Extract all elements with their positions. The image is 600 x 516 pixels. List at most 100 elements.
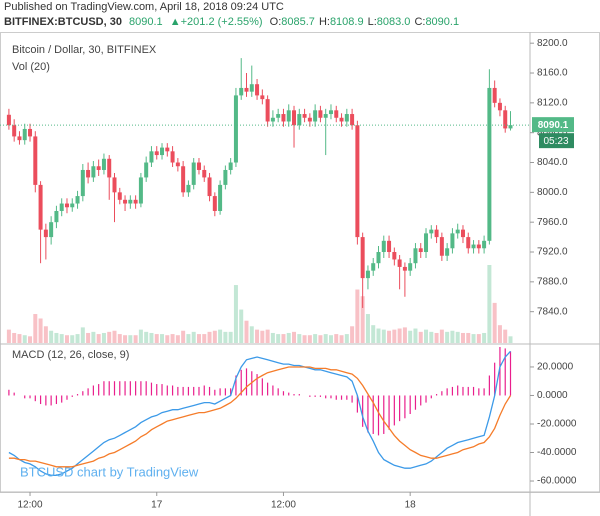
candle-body — [302, 114, 307, 118]
x-tick-label: 18 — [405, 500, 417, 511]
volume-bar — [455, 331, 460, 343]
candle-body — [292, 110, 297, 126]
volume-bar — [392, 329, 397, 343]
candle-body — [281, 114, 286, 122]
candle-body — [307, 117, 312, 122]
candle-body — [344, 114, 349, 122]
candle-body — [149, 151, 154, 163]
volume-bar — [302, 335, 307, 343]
volume-bar — [149, 332, 154, 343]
volume-bar — [75, 334, 80, 343]
candle-body — [260, 95, 265, 100]
volume-bar — [508, 336, 513, 343]
volume-bar — [255, 329, 260, 343]
ohlc-key: L: — [367, 16, 377, 28]
source: Published on TradingView.com, April 18, … — [4, 1, 284, 13]
volume-bar — [355, 289, 360, 343]
volume-bar — [207, 331, 212, 343]
candle-body — [318, 110, 323, 118]
candle-body — [22, 128, 27, 141]
candle-body — [492, 87, 497, 103]
volume-bar — [239, 309, 244, 343]
candle-body — [265, 99, 270, 122]
volume-bar — [59, 334, 64, 343]
volume-bar — [344, 334, 349, 343]
volume-bar — [191, 331, 196, 343]
y-tick-label: 8000.0 — [537, 187, 568, 198]
volume-bar — [376, 328, 381, 343]
candle-body — [270, 117, 275, 122]
macd-line — [8, 366, 512, 468]
candle-body — [70, 203, 75, 208]
volume-bar — [413, 328, 418, 343]
y-tick-label: 20.0000 — [537, 362, 574, 373]
candle-body — [355, 125, 360, 238]
candle-body — [487, 87, 492, 241]
volume-bar — [260, 330, 265, 343]
volume-bar — [196, 334, 201, 343]
x-tick-label: 17 — [151, 500, 163, 511]
symbol: BITFINEX:BTCUSD, 30 — [4, 16, 122, 28]
candle-body — [123, 199, 128, 204]
ohlc-key: O: — [269, 16, 282, 28]
volume-bar — [138, 329, 143, 343]
candle-body — [503, 110, 508, 129]
last-price-box — [532, 117, 574, 133]
y-tick-label: 7840.0 — [537, 306, 568, 317]
candle-body — [450, 233, 455, 249]
volume-bar — [49, 330, 54, 343]
macd-title: MACD (12, 26, close, 9) — [12, 349, 129, 361]
candle-body — [212, 196, 217, 211]
candle-body — [49, 222, 54, 238]
volume-bar — [43, 326, 48, 343]
candle-body — [6, 114, 11, 126]
volume-bar — [86, 332, 91, 343]
candle-body — [376, 252, 381, 264]
candle-body — [191, 162, 196, 185]
volume-bar — [202, 334, 207, 343]
volume-bar — [12, 332, 17, 343]
candle-body — [144, 162, 149, 178]
volume-bar — [70, 335, 75, 343]
candle-body — [392, 252, 397, 260]
candle-body — [244, 87, 249, 92]
candle-body — [175, 162, 180, 167]
volume-bar — [313, 334, 318, 343]
y-tick-label: -40.0000 — [537, 447, 577, 458]
volume-bar — [487, 265, 492, 343]
candle-body — [218, 184, 223, 211]
y-tick-label: 8160.0 — [537, 68, 568, 79]
candle-body — [276, 114, 281, 118]
candle-body — [424, 233, 429, 253]
volume-bar — [371, 325, 376, 343]
volume-bar — [112, 330, 117, 343]
volume-bar — [418, 331, 423, 343]
volume-bar — [133, 335, 138, 343]
volume-bar — [91, 331, 96, 343]
candle-body — [12, 125, 17, 137]
candle-body — [239, 87, 244, 96]
ohlc: O:8085.7 H:8108.9 L:8083.0 C:8090.1 — [270, 16, 463, 28]
candle-body — [233, 95, 238, 163]
candle-body — [186, 184, 191, 193]
candle-body — [207, 177, 212, 197]
volume-bar — [165, 335, 170, 343]
y-tick-label: 7880.0 — [537, 276, 568, 287]
volume-bar — [445, 331, 450, 343]
candle-body — [59, 203, 64, 211]
candle-body — [96, 166, 101, 170]
volume-bar — [460, 332, 465, 343]
candle-body — [223, 169, 228, 185]
candle-body — [476, 244, 481, 249]
volume-bar — [429, 331, 434, 343]
y-tick-label: 8040.0 — [537, 157, 568, 168]
volume-bar — [424, 329, 429, 343]
candle-body — [133, 199, 138, 204]
y-tick-label: 8200.0 — [537, 38, 568, 49]
y-tick-label: 8080.0 — [537, 127, 568, 138]
volume-bar — [54, 332, 59, 343]
candle-body — [402, 266, 407, 271]
candle-body — [38, 184, 43, 230]
candle-body — [397, 259, 402, 267]
candle-body — [439, 237, 444, 256]
